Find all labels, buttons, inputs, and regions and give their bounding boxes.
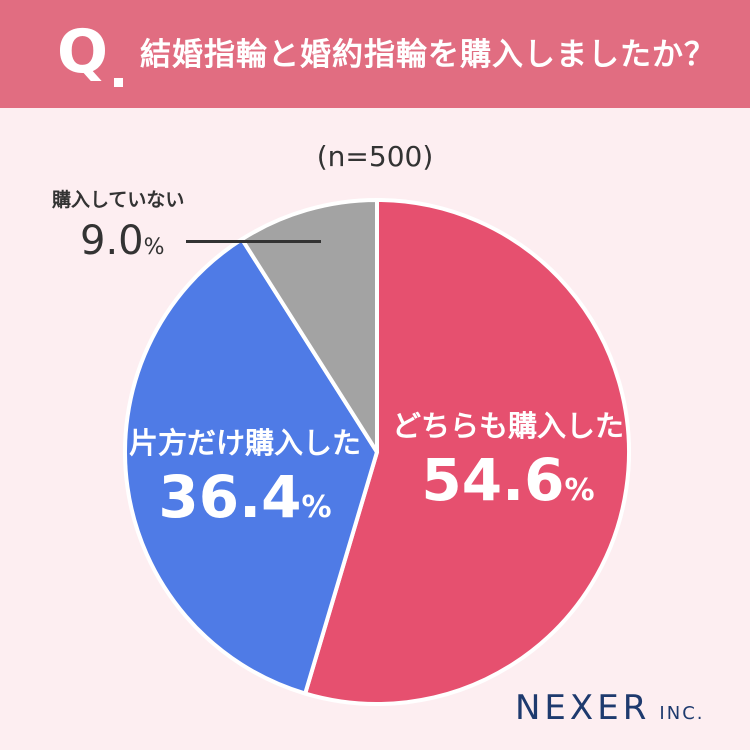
label-both-percent: 54.6% xyxy=(388,444,628,527)
label-one-unit: % xyxy=(301,490,332,525)
logo-sub-text: INC. xyxy=(659,703,705,724)
pie-slice-none xyxy=(239,198,379,454)
label-both-value: 54.6 xyxy=(421,446,565,514)
label-both-category: どちらも購入した xyxy=(391,409,624,443)
sample-size: (n=500) xyxy=(316,140,434,173)
leader-line xyxy=(186,240,321,243)
q-dot xyxy=(114,78,123,87)
label-one-purchased: 片方だけ購入した 36.4% xyxy=(125,425,365,544)
label-none-category: 購入していない xyxy=(52,189,185,211)
label-none-percent: 9.0% xyxy=(80,216,184,273)
company-logo: NEXER INC. xyxy=(515,688,705,734)
label-both-purchased: どちらも購入した 54.6% xyxy=(388,408,628,527)
label-both-unit: % xyxy=(564,473,595,508)
pie-slice-both xyxy=(303,198,631,706)
label-one-percent: 36.4% xyxy=(125,461,365,544)
label-one-category: 片方だけ購入した xyxy=(128,426,361,460)
label-none-unit: % xyxy=(143,235,165,260)
label-not-purchased: 購入していない 9.0% xyxy=(52,188,184,273)
question-title: 結婚指輪と婚約指輪を購入しましたか？ xyxy=(140,37,716,73)
label-none-value: 9.0 xyxy=(80,218,144,264)
label-one-value: 36.4 xyxy=(158,463,302,531)
question-banner: Q 結婚指輪と婚約指輪を購入しましたか？ xyxy=(0,0,750,108)
q-mark: Q xyxy=(57,17,109,87)
logo-main-text: NEXER xyxy=(515,688,651,728)
